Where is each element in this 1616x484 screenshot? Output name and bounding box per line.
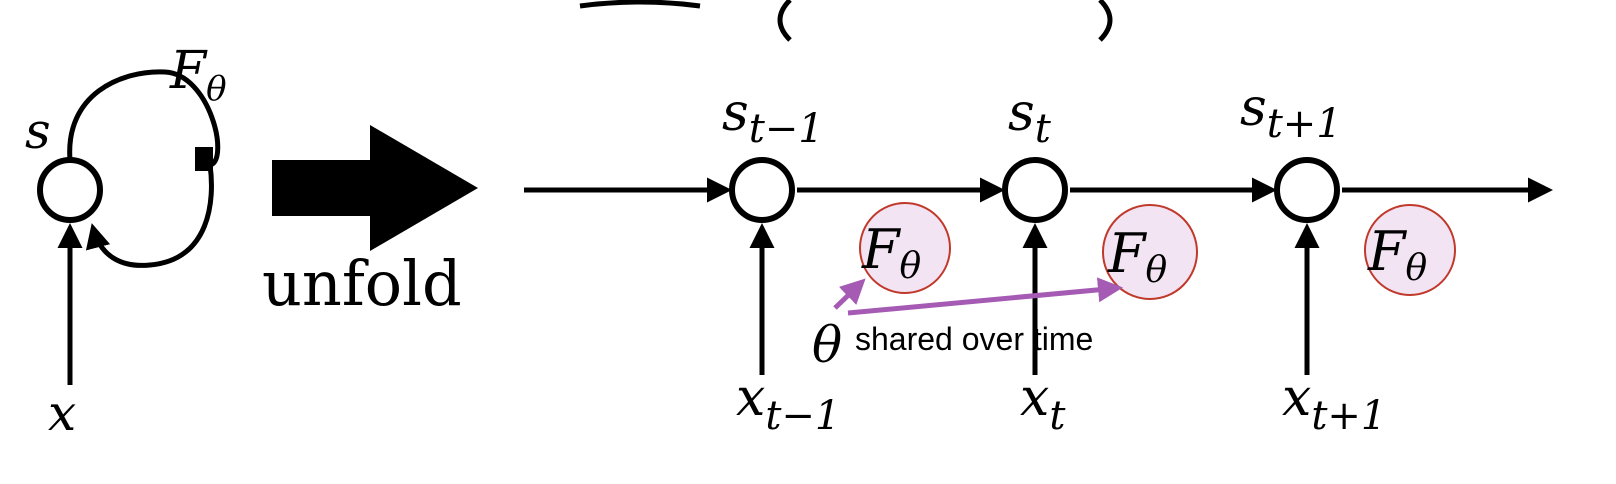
function-badge-2: Fθ bbox=[1102, 204, 1198, 300]
function-badge-1-circle bbox=[859, 202, 951, 294]
folded-input-label: x bbox=[48, 384, 76, 442]
delay-square bbox=[195, 147, 213, 171]
input-label-t-minus-1: xt−1 bbox=[736, 368, 840, 439]
unrolled-graph: st−1 st st+1 xt−1 xt xt+1 Fθ Fθ bbox=[524, 78, 1553, 439]
function-badge-2-label: Fθ bbox=[1107, 222, 1167, 291]
shared-theta-symbol: θ bbox=[812, 316, 842, 374]
cropped-formula-fragment bbox=[579, 0, 1113, 42]
state-node-t-plus-1 bbox=[1274, 157, 1340, 223]
function-badge-3: Fθ bbox=[1364, 204, 1456, 296]
shared-arrow-to-first bbox=[833, 278, 866, 310]
unfold-arrow: unfold bbox=[262, 125, 478, 320]
state-node-t bbox=[1002, 157, 1068, 223]
input-label-t-plus-1: xt+1 bbox=[1282, 368, 1386, 439]
unfold-arrow-shape bbox=[272, 125, 478, 251]
state-node-t-minus-1 bbox=[729, 157, 795, 223]
shared-arrow-to-second bbox=[847, 277, 1123, 316]
unfold-label: unfold bbox=[262, 247, 462, 320]
function-badge-3-circle bbox=[1364, 204, 1456, 296]
state-label-t-minus-1: st−1 bbox=[722, 83, 824, 152]
folded-state-label: s bbox=[25, 102, 51, 160]
function-badge-1-label: Fθ bbox=[861, 218, 921, 287]
folded-recurrent-loop bbox=[67, 69, 221, 268]
folded-function-label: Fθ bbox=[169, 41, 227, 109]
folded-graph: s x Fθ bbox=[25, 41, 227, 442]
function-badge-1: Fθ bbox=[859, 202, 951, 294]
state-label-t: st bbox=[1008, 83, 1052, 152]
function-badge-2-circle bbox=[1102, 204, 1198, 300]
state-label-t-plus-1: st+1 bbox=[1240, 78, 1342, 147]
shared-over-time-label: shared over time bbox=[855, 321, 1093, 357]
folded-state-node bbox=[37, 157, 103, 223]
function-badge-3-label: Fθ bbox=[1367, 220, 1427, 289]
input-label-t: xt bbox=[1020, 368, 1066, 439]
